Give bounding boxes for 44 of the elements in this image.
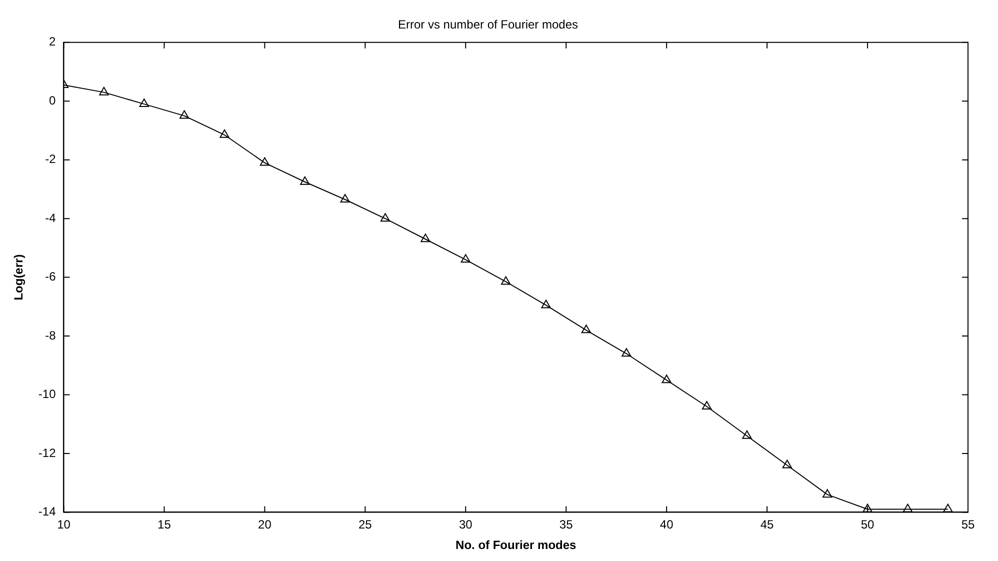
- x-tick-label: 20: [258, 518, 272, 532]
- x-tick-label: 15: [158, 518, 172, 532]
- point: [340, 194, 350, 202]
- point: [902, 504, 913, 512]
- y-axis-title: Log(err): [12, 254, 26, 300]
- chart-title: Error vs number of Fourier modes: [398, 18, 578, 32]
- y-tick-label: -12: [38, 446, 56, 460]
- x-tick-label: 10: [57, 518, 71, 532]
- x-tick-label: 35: [559, 518, 574, 532]
- point: [380, 213, 390, 222]
- y-tick-label: -2: [45, 152, 56, 166]
- y-tick-label: -8: [45, 328, 56, 342]
- point: [943, 504, 953, 512]
- y-tick-label: 0: [49, 93, 56, 108]
- point: [460, 254, 470, 263]
- point: [541, 300, 551, 308]
- x-tick-label: 55: [961, 518, 975, 532]
- point: [99, 86, 109, 96]
- point: [179, 110, 190, 119]
- y-tick-label: -14: [38, 504, 56, 519]
- point: [862, 504, 872, 512]
- x-tick-label: 25: [358, 518, 372, 532]
- y-tick-label: 2: [49, 34, 56, 49]
- point: [581, 324, 592, 334]
- y-tick-label: -10: [38, 387, 56, 402]
- x-tick-label: 30: [458, 518, 473, 532]
- point: [742, 430, 752, 439]
- point: [782, 460, 792, 468]
- point: [260, 157, 270, 166]
- point: [220, 129, 230, 138]
- point: [622, 348, 632, 357]
- y-tick-label: -4: [45, 210, 56, 225]
- x-tick-label: 40: [660, 518, 674, 532]
- x-tick-label: 50: [860, 518, 875, 532]
- point: [420, 234, 430, 242]
- point: [139, 98, 149, 108]
- x-tick-label: 45: [760, 518, 774, 532]
- y-tick-label: -6: [45, 270, 56, 284]
- point: [500, 276, 511, 285]
- point: [300, 176, 310, 185]
- point: [822, 489, 832, 498]
- point: [662, 374, 672, 384]
- point: [702, 400, 712, 410]
- x-axis-title: No. of Fourier modes: [456, 538, 577, 552]
